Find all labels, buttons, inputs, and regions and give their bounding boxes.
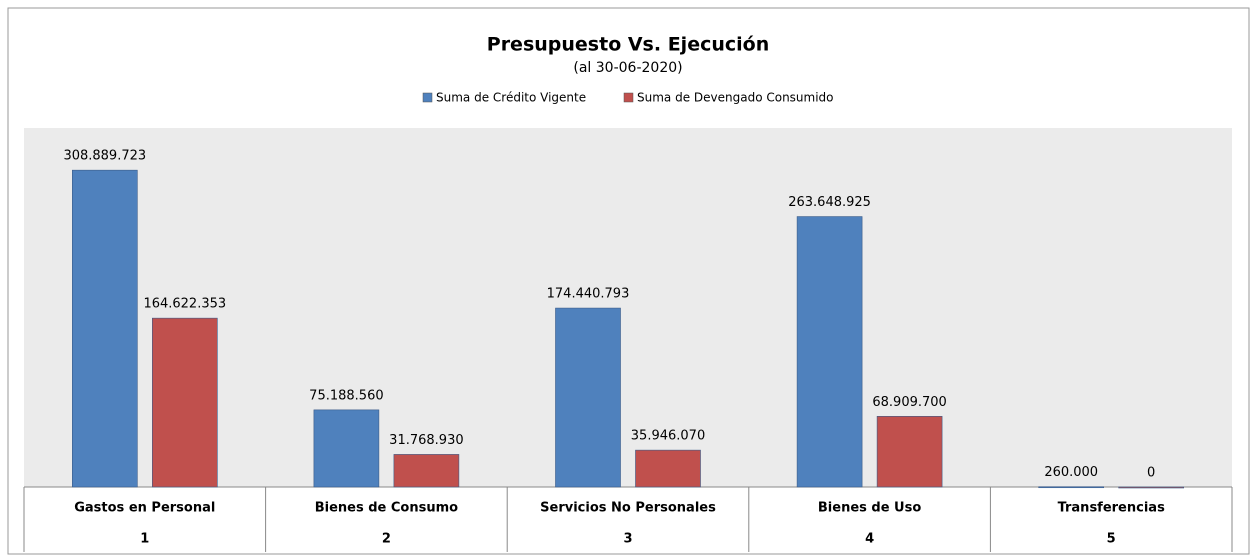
data-label: 174.440.793 <box>547 287 630 302</box>
data-label: 308.889.723 <box>63 149 146 164</box>
x-tick-label: 1 <box>140 532 149 547</box>
x-tick-label: Transferencias <box>1058 501 1166 516</box>
legend-label: Suma de Devengado Consumido <box>637 91 834 105</box>
chart-subtitle: (al 30-06-2020) <box>573 60 682 76</box>
bar <box>796 216 863 488</box>
data-label: 31.768.930 <box>389 433 463 448</box>
bar <box>313 409 380 488</box>
data-label: 68.909.700 <box>872 395 946 410</box>
bar <box>635 449 701 488</box>
bar <box>152 317 218 488</box>
chart-title: Presupuesto Vs. Ejecución <box>487 34 769 56</box>
category-axis <box>23 486 1233 552</box>
x-tick-label: 4 <box>865 532 874 547</box>
bar <box>1038 486 1104 489</box>
x-tick-label: Bienes de Consumo <box>315 501 458 516</box>
legend-label: Suma de Crédito Vigente <box>436 91 586 105</box>
x-tick-label: Servicios No Personales <box>540 501 716 516</box>
bar <box>72 169 138 488</box>
legend-swatch <box>422 92 433 103</box>
x-tick-label: 5 <box>1107 532 1116 547</box>
bar <box>876 416 943 488</box>
bar <box>555 307 621 488</box>
plot-area <box>24 128 1232 487</box>
x-tick-label: Bienes de Uso <box>818 501 921 516</box>
data-label: 75.188.560 <box>309 388 383 403</box>
x-tick-label: 3 <box>623 532 632 547</box>
data-label: 260.000 <box>1044 465 1098 480</box>
data-label: 164.622.353 <box>143 297 226 312</box>
bar <box>393 454 460 488</box>
legend-swatch <box>623 92 634 103</box>
data-label: 263.648.925 <box>788 195 871 210</box>
x-tick-label: 2 <box>382 532 391 547</box>
data-label: 35.946.070 <box>631 429 705 444</box>
x-tick-label: Gastos en Personal <box>74 501 215 516</box>
data-label: 0 <box>1147 466 1155 481</box>
bar <box>1118 486 1184 489</box>
